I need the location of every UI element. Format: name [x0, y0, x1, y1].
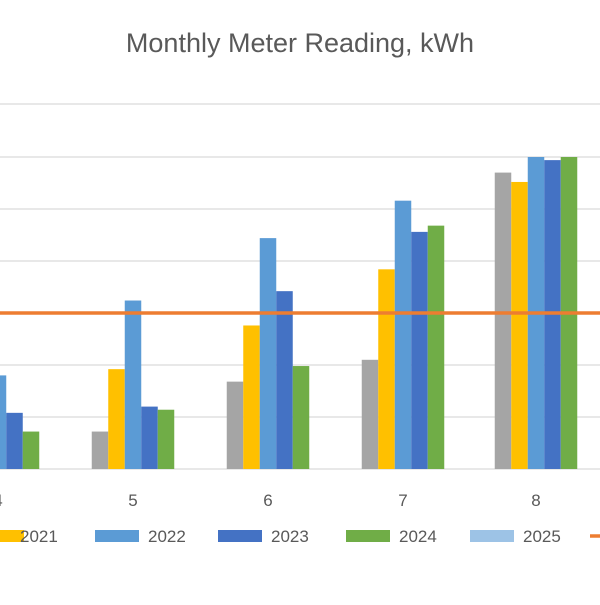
bar-2024-7	[427, 225, 445, 469]
legend-label-2021: 2021	[20, 527, 58, 546]
bar-2023-4	[6, 412, 23, 469]
legend-swatch-2022	[95, 530, 139, 542]
x-tick-label: 5	[128, 491, 137, 510]
bar-2021-5	[108, 369, 125, 469]
bar-2023-7	[411, 231, 428, 469]
bar-2022-5	[124, 300, 142, 469]
bar-2022-6	[259, 238, 277, 469]
legend-swatch-2021	[0, 530, 24, 542]
bar-2020-8	[494, 172, 512, 469]
legend-swatch-2023	[218, 530, 262, 542]
legend-label-2023: 2023	[271, 527, 309, 546]
x-tick-label: 7	[398, 491, 407, 510]
bar-2021-7	[378, 269, 395, 469]
bar-2022-7	[394, 200, 412, 469]
x-tick-label: 6	[263, 491, 272, 510]
legend-swatch-2025	[470, 530, 514, 542]
legend-swatch-2024	[346, 530, 390, 542]
bar-2024-6	[292, 366, 310, 469]
bar-2024-5	[157, 409, 175, 469]
legend: 2021 2022 2023 2024 2025	[0, 527, 600, 546]
bar-2023-6	[276, 291, 293, 469]
legend-label-2025: 2025	[523, 527, 561, 546]
bar-2024-4	[22, 431, 40, 469]
legend-label-2022: 2022	[148, 527, 186, 546]
bar-2020-6	[226, 381, 244, 469]
bar-2020-7	[361, 359, 379, 469]
x-tick-label: 8	[531, 491, 540, 510]
chart-title: Monthly Meter Reading, kWh	[126, 28, 474, 58]
bar-2021-6	[243, 325, 260, 469]
bar-2023-5	[141, 406, 158, 469]
legend-label-2024: 2024	[399, 527, 437, 546]
bars	[0, 157, 578, 469]
bar-2020-5	[91, 431, 109, 469]
bar-2021-8	[511, 181, 528, 469]
x-axis: 4 5 6 7 8	[0, 491, 541, 510]
bar-2022-4	[0, 375, 7, 469]
x-tick-label: 4	[0, 491, 3, 510]
